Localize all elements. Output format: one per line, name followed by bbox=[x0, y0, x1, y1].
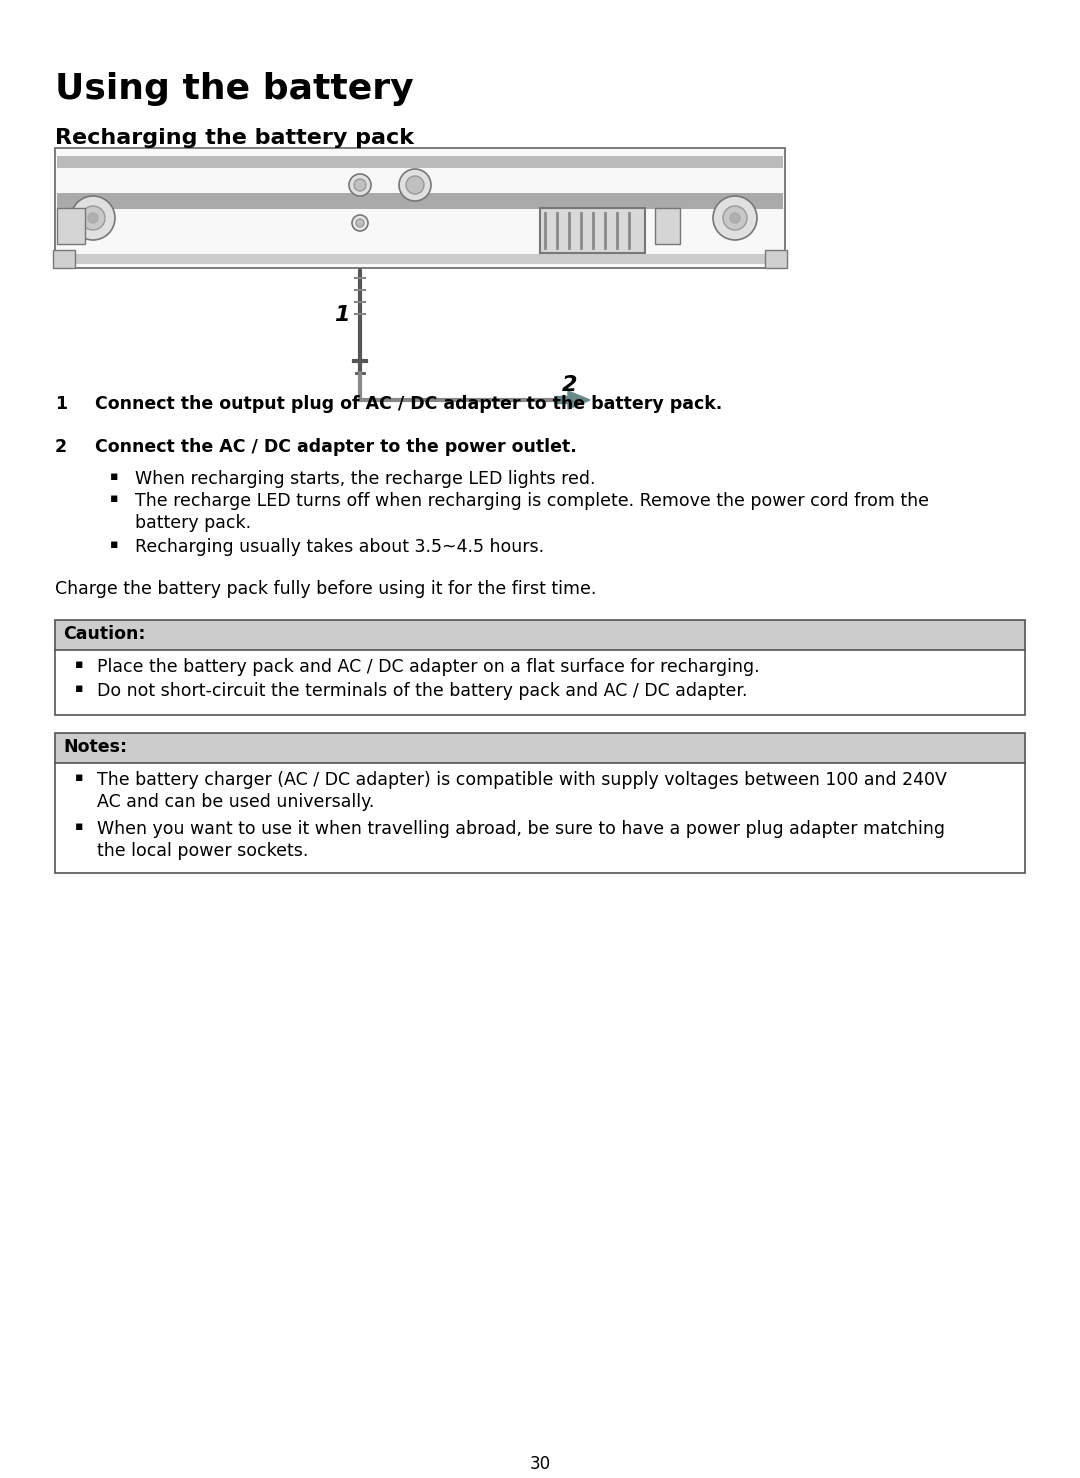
Bar bbox=[55, 619, 1025, 650]
Circle shape bbox=[349, 174, 372, 197]
Text: 2: 2 bbox=[563, 375, 578, 395]
Circle shape bbox=[723, 205, 747, 231]
Text: The recharge LED turns off when recharging is complete. Remove the power cord fr: The recharge LED turns off when rechargi… bbox=[135, 492, 929, 510]
Text: ▪: ▪ bbox=[75, 772, 83, 783]
Circle shape bbox=[354, 179, 366, 191]
Bar bbox=[765, 250, 787, 268]
Circle shape bbox=[356, 219, 364, 228]
Bar bbox=[55, 733, 1025, 873]
Text: ▪: ▪ bbox=[110, 538, 119, 551]
Bar bbox=[540, 208, 645, 253]
Text: Caution:: Caution: bbox=[63, 625, 146, 643]
Text: Connect the output plug of AC / DC adapter to the battery pack.: Connect the output plug of AC / DC adapt… bbox=[95, 395, 723, 412]
Text: 1: 1 bbox=[335, 304, 350, 325]
Text: ▪: ▪ bbox=[75, 820, 83, 834]
Text: AC and can be used universally.: AC and can be used universally. bbox=[97, 794, 375, 811]
Circle shape bbox=[352, 214, 368, 231]
Text: Place the battery pack and AC / DC adapter on a flat surface for recharging.: Place the battery pack and AC / DC adapt… bbox=[97, 658, 759, 675]
Text: ▪: ▪ bbox=[110, 492, 119, 505]
Bar bbox=[57, 254, 783, 265]
Text: 30: 30 bbox=[529, 1454, 551, 1474]
Circle shape bbox=[87, 213, 98, 223]
Text: Do not short-circuit the terminals of the battery pack and AC / DC adapter.: Do not short-circuit the terminals of th… bbox=[97, 681, 747, 701]
Bar bbox=[57, 208, 85, 244]
Text: The battery charger (AC / DC adapter) is compatible with supply voltages between: The battery charger (AC / DC adapter) is… bbox=[97, 772, 947, 789]
Circle shape bbox=[730, 213, 740, 223]
Text: ▪: ▪ bbox=[75, 658, 83, 671]
Circle shape bbox=[713, 197, 757, 239]
Text: the local power sockets.: the local power sockets. bbox=[97, 842, 309, 860]
Bar bbox=[55, 148, 785, 268]
Circle shape bbox=[81, 205, 105, 231]
Circle shape bbox=[399, 168, 431, 201]
Text: Notes:: Notes: bbox=[63, 738, 127, 757]
Bar bbox=[53, 250, 75, 268]
Text: Recharging usually takes about 3.5~4.5 hours.: Recharging usually takes about 3.5~4.5 h… bbox=[135, 538, 544, 556]
Text: Connect the AC / DC adapter to the power outlet.: Connect the AC / DC adapter to the power… bbox=[95, 437, 577, 457]
FancyArrow shape bbox=[555, 392, 590, 409]
Circle shape bbox=[406, 176, 424, 194]
Bar bbox=[654, 208, 680, 244]
Circle shape bbox=[71, 197, 114, 239]
Text: When recharging starts, the recharge LED lights red.: When recharging starts, the recharge LED… bbox=[135, 470, 595, 488]
Text: ▪: ▪ bbox=[110, 470, 119, 483]
Bar bbox=[57, 157, 783, 168]
Bar bbox=[55, 733, 1025, 763]
Text: Using the battery: Using the battery bbox=[55, 72, 414, 106]
Text: battery pack.: battery pack. bbox=[135, 514, 252, 532]
Text: Recharging the battery pack: Recharging the battery pack bbox=[55, 129, 414, 148]
Text: ▪: ▪ bbox=[75, 681, 83, 695]
Text: 2: 2 bbox=[55, 437, 67, 457]
Bar bbox=[55, 619, 1025, 715]
Bar bbox=[57, 194, 783, 208]
Text: When you want to use it when travelling abroad, be sure to have a power plug ada: When you want to use it when travelling … bbox=[97, 820, 945, 838]
Text: 1: 1 bbox=[55, 395, 67, 412]
Text: Charge the battery pack fully before using it for the first time.: Charge the battery pack fully before usi… bbox=[55, 579, 596, 599]
